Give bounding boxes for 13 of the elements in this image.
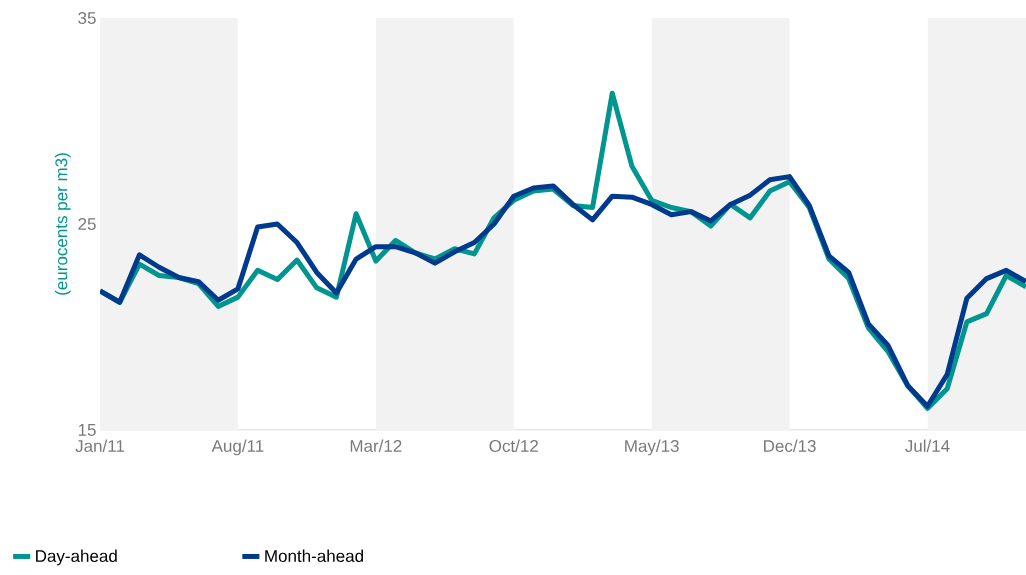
x-tick-label: Dec/13 [764, 439, 816, 453]
x-tick-label: Mar/12 [350, 439, 402, 453]
x-tick-label: Jul/14 [905, 439, 950, 453]
legend-label: Day-ahead [36, 549, 117, 566]
x-tick-label: Oct/12 [489, 439, 538, 453]
x-tick-label: May/13 [625, 439, 679, 456]
x-tick-label: Jan/11 [75, 439, 125, 453]
y-tick-label: 35 [78, 11, 96, 25]
x-tick-label: Aug/11 [211, 439, 264, 456]
y-axis-title: (eurocents per m3) [54, 153, 71, 295]
legend-label: Month-ahead [265, 549, 363, 563]
y-tick-label: 15 [78, 424, 96, 436]
y-tick-label: 25 [78, 217, 96, 231]
